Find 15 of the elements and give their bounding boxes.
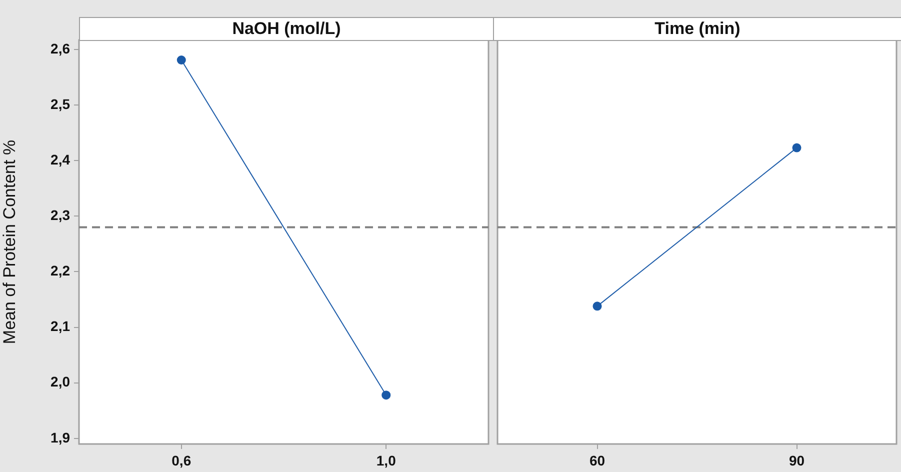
x-tick-label: 60 [589,452,606,468]
y-tick-label: 2,6 [50,40,70,56]
y-tick-label: 2,3 [50,207,70,224]
x-tick-label: 0,6 [172,452,192,468]
y-tick-label: 1,9 [50,429,70,446]
x-tick-label: 1,0 [376,452,396,468]
y-tick-label: 2,0 [50,374,70,390]
chart-title: NaOH (mol/L) [79,17,494,41]
y-tick-label: 2,1 [50,318,70,334]
chart-title: Time (min) [493,17,901,41]
y-tick-label: 2,2 [50,262,70,279]
x-tick-label: 90 [788,452,805,468]
y-tick-label: 2,4 [50,151,70,168]
y-axis-title: Mean of Protein Content % [0,140,19,344]
y-tick-label: 2,5 [50,96,70,112]
